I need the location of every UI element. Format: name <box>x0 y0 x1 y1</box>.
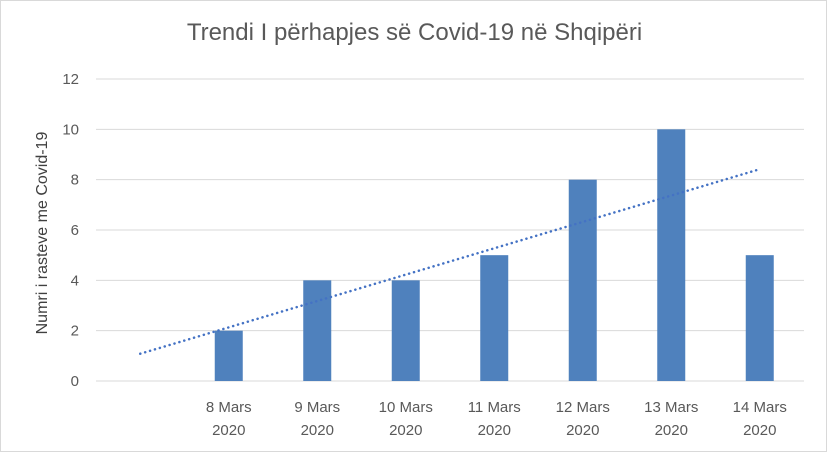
x-tick-label: 2020 <box>743 422 776 439</box>
bar <box>480 255 509 381</box>
x-tick-label: 2020 <box>389 422 422 439</box>
chart-title: Trendi I përhapjes së Covid-19 në Shqipë… <box>186 19 643 46</box>
bar <box>745 255 774 381</box>
y-tick-label: 10 <box>62 121 79 138</box>
y-tick-label: 12 <box>62 71 79 88</box>
x-tick-label: 12 Mars <box>556 399 610 416</box>
x-tick-label: 11 Mars <box>468 399 521 416</box>
bar <box>214 330 243 381</box>
y-tick-label: 2 <box>71 323 79 340</box>
bar <box>568 179 597 381</box>
x-tick-label: 8 Mars <box>206 399 252 416</box>
x-tick-label: 2020 <box>655 422 688 439</box>
x-tick-label: 13 Mars <box>644 399 698 416</box>
x-tick-label: 2020 <box>566 422 599 439</box>
x-tick-label: 2020 <box>212 422 245 439</box>
trendline <box>139 167 761 355</box>
x-tick-label: 2020 <box>478 422 511 439</box>
y-tick-label: 0 <box>71 373 79 390</box>
x-tick-label: 10 Mars <box>379 399 433 416</box>
y-tick-label: 6 <box>71 222 79 239</box>
y-tick-label: 4 <box>71 272 79 289</box>
bar <box>391 280 420 381</box>
bar <box>657 129 686 381</box>
x-tick-label: 14 Mars <box>733 399 787 416</box>
x-tick-label: 9 Mars <box>294 399 340 416</box>
y-tick-label: 8 <box>71 172 79 189</box>
x-tick-label: 2020 <box>301 422 334 439</box>
bar <box>303 280 332 381</box>
